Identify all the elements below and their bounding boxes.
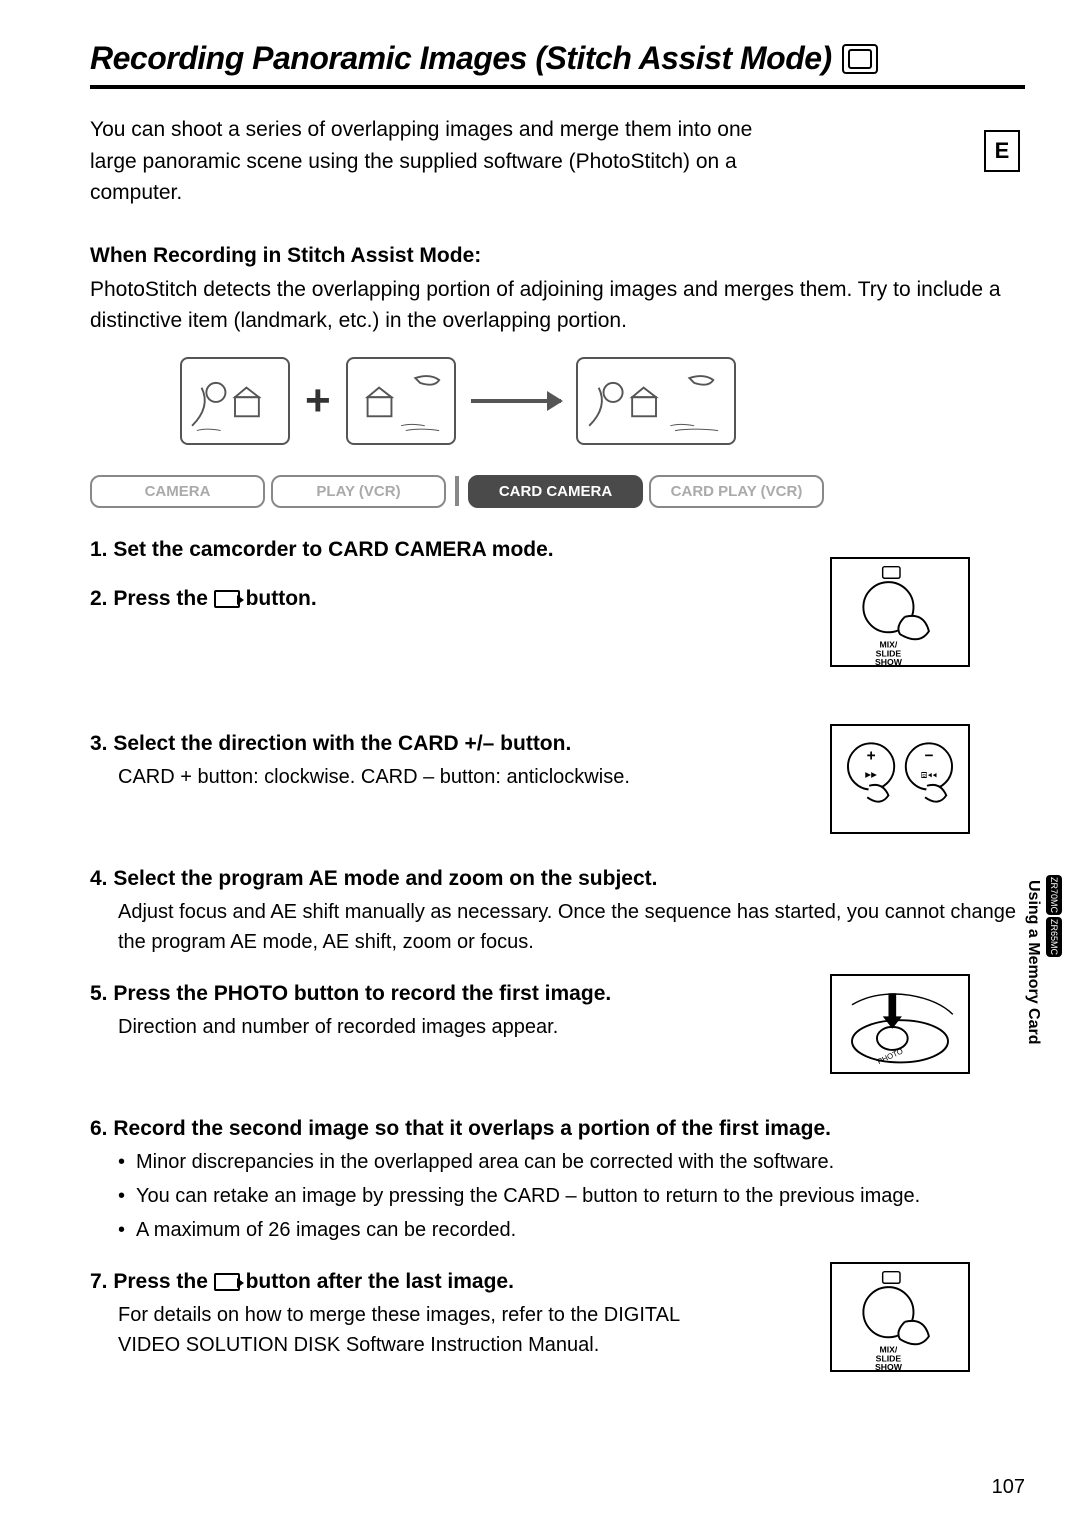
section-heading: When Recording in Stitch Assist Mode: [90,244,1025,268]
step-5-body: Direction and number of recorded images … [118,1012,679,1042]
photo-button-illustration: PHOTO [830,974,970,1074]
mode-card-camera: CARD CAMERA [468,475,643,508]
svg-text:⧈◂◂: ⧈◂◂ [921,769,938,781]
language-label: E [984,130,1020,172]
svg-text:SHOW: SHOW [875,1362,903,1370]
step-3: 3. Select the direction with the CARD +/… [90,732,1025,842]
intro-text: You can shoot a series of overlapping im… [90,114,791,209]
bullet-item: Minor discrepancies in the overlapped ar… [118,1147,1025,1177]
step-6-text: 6. Record the second image so that it ov… [90,1117,1025,1141]
svg-text:▸▸: ▸▸ [865,769,877,781]
frame-left [180,357,290,445]
model-chip: ZR65MC [1046,917,1062,957]
step-4: 4. Select the program AE mode and zoom o… [90,867,1025,957]
section-text: PhotoStitch detects the overlapping port… [90,274,1025,337]
svg-text:SHOW: SHOW [875,657,903,665]
mix-button-illustration-2: MIX/ SLIDE SHOW [830,1262,970,1372]
page-number: 107 [992,1476,1025,1499]
title-bar: Recording Panoramic Images (Stitch Assis… [90,40,1025,89]
step-6: 6. Record the second image so that it ov… [90,1117,1025,1245]
step-2: 2. Press the button. MIX/ SLIDE SHOW [90,587,1025,707]
page-title: Recording Panoramic Images (Stitch Assis… [90,40,832,77]
mix-button-illustration: MIX/ SLIDE SHOW [830,557,970,667]
arrow-icon [471,399,561,403]
camera-icon [842,44,878,74]
step-6-bullets: Minor discrepancies in the overlapped ar… [118,1147,1025,1245]
frame-merged [576,357,736,445]
mode-separator [452,475,462,508]
plus-icon: + [305,376,331,426]
stitch-button-icon [214,590,240,608]
side-section-label: Using a Memory Card [1024,880,1042,1044]
bullet-item: A maximum of 26 images can be recorded. [118,1215,1025,1245]
step-7-body: For details on how to merge these images… [118,1300,698,1360]
step-4-body: Adjust focus and AE shift manually as ne… [118,897,1025,957]
step-5: 5. Press the PHOTO button to record the … [90,982,1025,1092]
mode-card-play-vcr: CARD PLAY (VCR) [649,475,824,508]
svg-text:+: + [867,747,876,764]
svg-text:−: − [924,747,933,764]
step-4-text: 4. Select the program AE mode and zoom o… [90,867,1025,891]
stitch-diagram: + [180,357,1025,445]
step-7: 7. Press the button after the last image… [90,1270,1025,1390]
card-plus-minus-illustration: + ▸▸ − ⧈◂◂ [830,724,970,834]
mode-selector: CAMERA PLAY (VCR) CARD CAMERA CARD PLAY … [90,475,1025,508]
mode-camera: CAMERA [90,475,265,508]
model-chip: ZR70MC [1046,875,1062,915]
frame-right [346,357,456,445]
bullet-item: You can retake an image by pressing the … [118,1181,1025,1211]
mode-play-vcr: PLAY (VCR) [271,475,446,508]
stitch-button-icon [214,1273,240,1291]
model-chips: ZR70MC ZR65MC [1046,875,1062,957]
